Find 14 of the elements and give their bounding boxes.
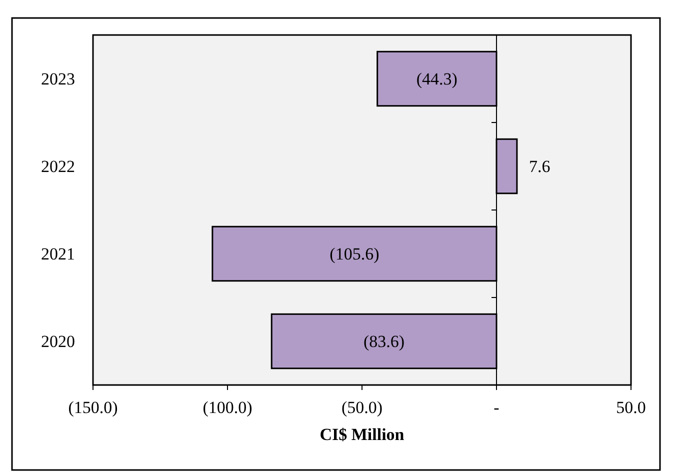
x-tick-label: 50.0 [616,398,646,417]
y-tick-label: 2023 [41,70,75,89]
x-tick-label: (150.0) [68,398,118,417]
data-label: (44.3) [416,70,458,89]
x-tick-label: (100.0) [202,398,252,417]
data-label: 7.6 [528,157,550,176]
x-axis-title: CI$ Million [320,425,405,444]
data-label: (105.6) [330,244,380,264]
data-label: (83.6) [364,332,405,352]
y-tick-label: 2020 [41,332,75,352]
y-tick-label: 2022 [41,157,75,176]
x-tick-label: (50.0) [341,398,383,417]
y-tick-label: 2021 [41,244,75,264]
x-tick-label: - [494,398,500,417]
